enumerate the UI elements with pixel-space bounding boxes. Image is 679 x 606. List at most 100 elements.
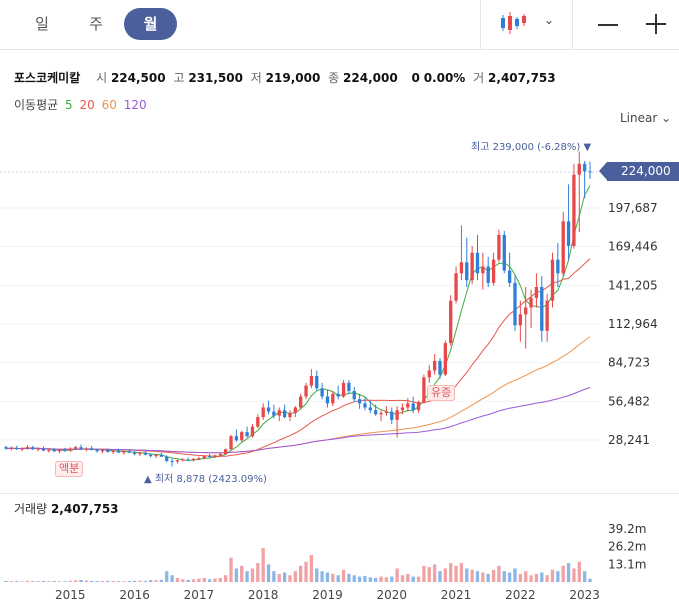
x-tick-label: 2021 xyxy=(441,588,472,602)
candle-body xyxy=(47,449,51,451)
candle-body xyxy=(486,266,490,283)
volume-bar xyxy=(282,572,287,582)
volume-chart[interactable]: 39.2m 26.2m 13.1m xyxy=(0,490,679,582)
low-value: 219,000 xyxy=(265,71,321,85)
candle-body xyxy=(395,410,399,420)
candle-body xyxy=(561,221,565,274)
volume-bar xyxy=(95,580,99,582)
candle-body xyxy=(416,401,421,411)
candle-body xyxy=(245,432,249,437)
volume-bar xyxy=(475,571,480,582)
x-axis: 2015 2016 2017 2018 2019 2020 2021 2022 2023 xyxy=(55,588,600,602)
volume-bar xyxy=(534,573,539,582)
period-week-button[interactable]: 주 xyxy=(89,15,103,33)
volume-bar xyxy=(218,577,222,582)
volume-bar xyxy=(336,575,340,582)
candle-body xyxy=(250,426,255,437)
volume-bar xyxy=(41,580,46,582)
change-pct: 0.00% xyxy=(423,71,466,85)
candle-body xyxy=(384,411,389,413)
volume-bar xyxy=(229,557,233,582)
period-month-button[interactable]: 월 xyxy=(124,8,177,40)
ma-120-line xyxy=(5,387,591,454)
candle-body xyxy=(272,411,276,416)
volume-bar xyxy=(352,575,356,582)
volume-bar xyxy=(261,548,265,582)
candle-body xyxy=(79,447,83,450)
ma-60-label[interactable]: 60 xyxy=(101,98,117,112)
price-chart[interactable]: 197,687 169,446 141,205 112,964 84,723 56,482… xyxy=(0,130,679,490)
zoom-out-icon[interactable] xyxy=(598,24,618,26)
candle-body xyxy=(15,447,19,450)
x-tick-label: 2018 xyxy=(248,588,279,602)
y-tick-label: 141,205 xyxy=(608,278,658,292)
volume-bar xyxy=(90,580,94,582)
candle-body xyxy=(545,300,549,331)
candle-body xyxy=(502,234,506,271)
split-badge[interactable]: 액분 xyxy=(55,461,84,477)
volume-bar xyxy=(138,580,142,582)
volume-bar xyxy=(224,575,228,582)
candle-body xyxy=(25,447,30,449)
volume-tick-label: 26.2m xyxy=(608,540,646,554)
volume-bar xyxy=(368,577,372,582)
rights-issue-badge[interactable]: 유증 xyxy=(427,385,456,401)
volume-bar xyxy=(572,568,576,582)
candlestick-chart-icon[interactable] xyxy=(499,9,527,37)
candle-body xyxy=(454,273,458,301)
ma-legend: 이동평균 5 20 60 120 xyxy=(14,96,150,113)
candle-body xyxy=(325,396,330,404)
ma-5-label[interactable]: 5 xyxy=(65,98,73,112)
volume-title-value: 2,407,753 xyxy=(50,502,119,516)
volume-bar xyxy=(374,577,378,582)
candle-body xyxy=(288,412,292,418)
volume-bar xyxy=(111,580,115,582)
volume-bar xyxy=(299,565,303,582)
volume-bar xyxy=(165,571,169,582)
scale-select[interactable]: Linear ⌄ xyxy=(620,111,671,125)
volume-bar xyxy=(245,571,249,582)
volume-bar xyxy=(561,565,565,582)
volume-bar xyxy=(411,576,415,582)
volume-bar xyxy=(154,580,158,582)
high-value: 231,500 xyxy=(188,71,243,85)
candle-body xyxy=(400,407,405,411)
volume-bar xyxy=(288,575,292,582)
chevron-down-icon[interactable]: ⌄ xyxy=(544,13,555,27)
candle-body xyxy=(100,449,105,452)
candle-body xyxy=(556,259,560,274)
candle-body xyxy=(534,286,539,298)
volume-bar xyxy=(4,580,8,582)
candle-body xyxy=(36,448,40,450)
volume-bar xyxy=(63,581,67,582)
volume-bar xyxy=(507,572,512,582)
ma-20-label[interactable]: 20 xyxy=(79,98,95,112)
candle-body xyxy=(524,307,528,315)
candle-body xyxy=(73,447,78,449)
y-tick-label: 56,482 xyxy=(608,394,650,408)
y-tick-label: 169,446 xyxy=(608,240,658,254)
candle-body xyxy=(507,270,512,283)
candle-body xyxy=(427,370,431,378)
candle-body xyxy=(138,452,142,455)
volume-bar xyxy=(100,581,105,582)
high-label: 고 xyxy=(173,71,185,85)
zoom-in-icon[interactable] xyxy=(646,14,666,34)
period-day-button[interactable]: 일 xyxy=(35,15,49,33)
candle-body xyxy=(181,459,185,461)
volume-bar xyxy=(427,567,431,582)
y-tick-label: 84,723 xyxy=(608,356,650,370)
candle-body xyxy=(229,436,233,450)
volume-bar xyxy=(556,571,560,582)
volume-bar xyxy=(395,568,399,582)
candle-body xyxy=(432,360,437,371)
volume-bar xyxy=(272,571,276,582)
volume-bar xyxy=(406,573,410,582)
candle-body xyxy=(186,459,190,461)
candle-body xyxy=(148,454,153,457)
volume-bar xyxy=(68,580,72,582)
volume-bar xyxy=(148,580,153,582)
candle-body xyxy=(127,451,131,453)
volume-bar xyxy=(315,568,319,582)
ma-120-label[interactable]: 120 xyxy=(123,98,147,112)
